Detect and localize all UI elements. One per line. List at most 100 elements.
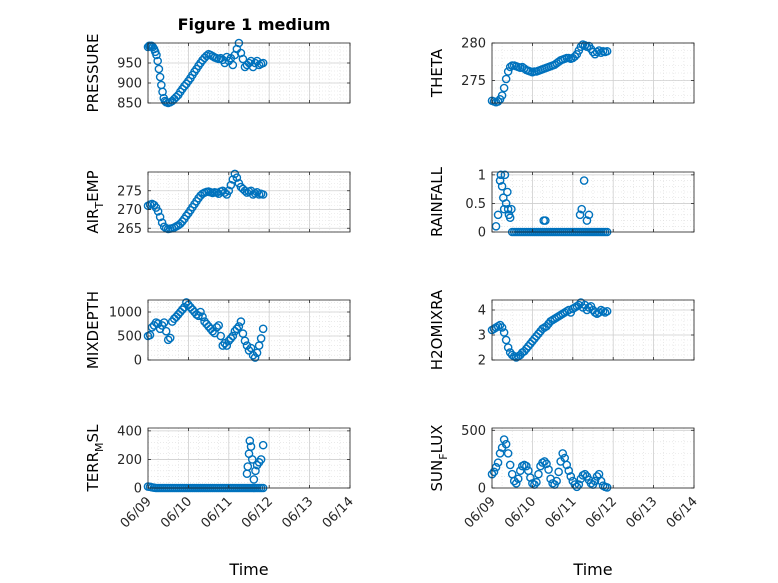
data-point	[505, 460, 515, 470]
data-point	[584, 210, 594, 220]
data-point	[165, 333, 175, 343]
y-axis-label: PRESSURE	[84, 34, 102, 113]
y-axis-label: SUNFLUX	[428, 425, 450, 492]
data-point	[247, 455, 257, 464]
data-point	[577, 204, 586, 214]
y-tick-label: 900	[117, 77, 142, 92]
y-tick-label: 3	[478, 329, 486, 344]
y-tick-label: 0	[134, 482, 142, 497]
y-tick-label: 280	[461, 37, 486, 52]
figure-title: Figure 1 medium	[178, 15, 331, 34]
data-point	[245, 436, 255, 446]
y-tick-label: 275	[117, 184, 142, 199]
y-tick-label: 275	[461, 74, 486, 89]
axes-box	[147, 427, 351, 489]
axes-box	[147, 171, 351, 233]
data-point	[526, 473, 535, 482]
data-point	[238, 54, 248, 64]
data-point	[558, 449, 568, 458]
y-tick-label: 1	[478, 168, 486, 183]
x-axis-label: Time	[228, 560, 268, 579]
data-point	[499, 83, 509, 93]
data-point	[579, 176, 589, 185]
y-tick-label: 500	[461, 424, 486, 439]
axes-box	[491, 42, 695, 104]
y-axis-label: AIRTEMP	[84, 170, 106, 233]
data-point	[220, 188, 230, 197]
data-point	[202, 51, 211, 61]
y-tick-label: 850	[117, 97, 142, 112]
y-tick-label: 500	[117, 330, 142, 345]
data-point	[216, 331, 226, 341]
data-point	[178, 305, 187, 314]
data-point	[542, 459, 551, 469]
data-point	[491, 462, 501, 472]
axes-box	[147, 299, 351, 361]
y-tick-label: 265	[117, 222, 142, 237]
data-point	[570, 52, 580, 61]
data-point	[212, 323, 221, 332]
data-point	[152, 50, 161, 60]
data-point	[592, 47, 602, 57]
data-point	[505, 213, 515, 223]
data-point	[505, 62, 515, 72]
data-point	[602, 46, 612, 56]
data-point	[515, 466, 525, 475]
data-point	[258, 190, 268, 199]
data-point	[258, 440, 268, 450]
data-point	[580, 469, 590, 479]
data-point	[497, 181, 507, 191]
data-point	[495, 176, 505, 185]
data-point	[157, 218, 167, 227]
data-point	[493, 458, 503, 467]
data-point	[249, 475, 259, 484]
axes-box	[491, 171, 695, 233]
data-point	[594, 308, 604, 317]
data-point	[602, 483, 612, 492]
data-point	[590, 476, 600, 486]
data-point	[575, 210, 585, 220]
data-point	[153, 207, 163, 216]
data-point	[240, 336, 250, 346]
data-point	[256, 455, 266, 464]
data-point	[501, 335, 511, 345]
data-point	[246, 442, 256, 451]
data-point	[564, 466, 574, 475]
data-point	[171, 92, 181, 102]
data-point	[232, 173, 242, 182]
data-point	[214, 321, 223, 330]
subplot-h2omixra: 2 3 4 H2OMIXRA	[428, 289, 695, 370]
data-point	[251, 466, 260, 476]
data-point	[154, 64, 164, 74]
data-point	[541, 216, 550, 225]
subplot-pressure: 850 900 950 PRESSURE	[84, 34, 351, 113]
data-point	[198, 312, 207, 322]
data-point	[497, 91, 507, 100]
data-point	[153, 319, 163, 328]
data-point	[511, 479, 521, 488]
subplot-mixdepth: 0 500 1000 MIXDEPTH	[84, 291, 351, 369]
data-point	[499, 435, 509, 444]
data-point	[596, 48, 606, 58]
data-point	[240, 186, 250, 196]
data-point	[222, 52, 232, 62]
data-point	[582, 216, 592, 225]
data-point	[503, 187, 512, 197]
axes-box	[491, 299, 695, 361]
y-axis-label: THETA	[428, 48, 446, 98]
data-point	[153, 56, 162, 66]
data-point	[503, 204, 513, 214]
subplot-air-temp: 265 270 275 AIRTEMP	[84, 169, 351, 237]
data-point	[222, 341, 232, 350]
data-point	[159, 318, 169, 327]
data-point	[234, 322, 244, 331]
data-point	[228, 60, 238, 70]
data-point	[503, 449, 513, 458]
data-point	[232, 324, 242, 334]
data-point	[572, 482, 582, 492]
data-point	[501, 439, 511, 449]
axes-box	[491, 427, 695, 489]
data-point	[250, 353, 260, 362]
data-point	[594, 46, 604, 55]
